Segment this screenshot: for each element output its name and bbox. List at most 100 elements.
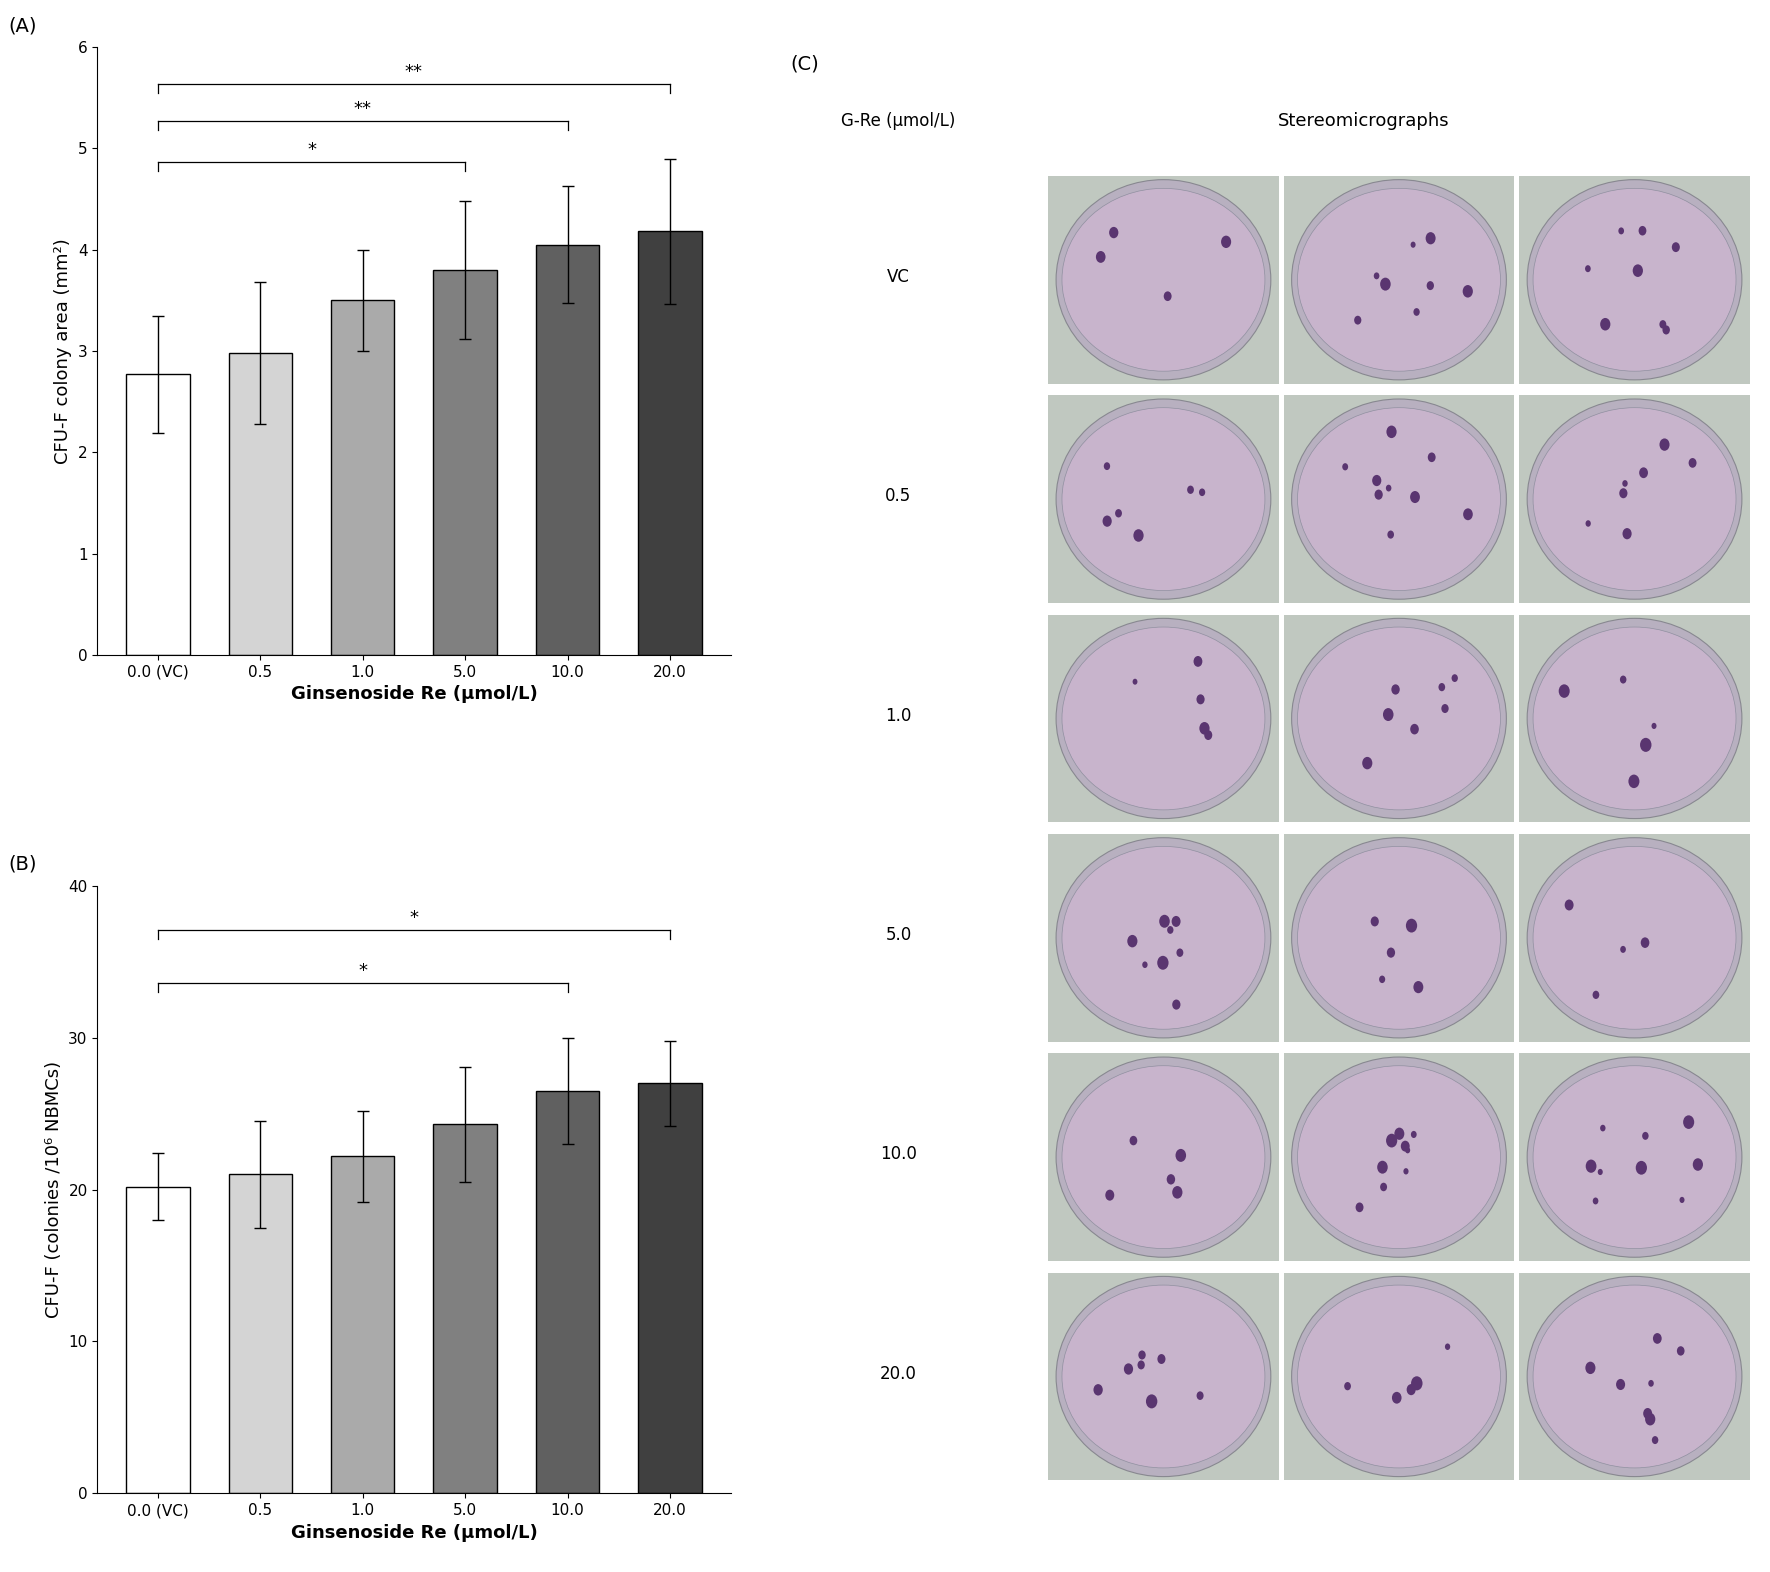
Ellipse shape xyxy=(1159,915,1170,927)
Ellipse shape xyxy=(1533,407,1736,591)
Ellipse shape xyxy=(1382,707,1393,722)
Ellipse shape xyxy=(1404,1168,1409,1174)
Ellipse shape xyxy=(1166,1174,1175,1185)
Ellipse shape xyxy=(1660,321,1666,329)
Ellipse shape xyxy=(1377,1160,1388,1174)
Ellipse shape xyxy=(1297,846,1501,1030)
Text: 20.0: 20.0 xyxy=(880,1364,917,1383)
Ellipse shape xyxy=(1533,1284,1736,1468)
X-axis label: Ginsenoside Re (μmol/L): Ginsenoside Re (μmol/L) xyxy=(290,685,538,703)
Bar xyxy=(1519,833,1751,1042)
Ellipse shape xyxy=(1395,1127,1404,1140)
Bar xyxy=(1283,833,1515,1042)
Ellipse shape xyxy=(1375,489,1382,500)
Ellipse shape xyxy=(1062,407,1266,591)
Ellipse shape xyxy=(1204,729,1212,740)
Ellipse shape xyxy=(1188,486,1195,494)
Ellipse shape xyxy=(1057,838,1271,1038)
Ellipse shape xyxy=(1639,226,1646,236)
Bar xyxy=(1048,1053,1278,1261)
Ellipse shape xyxy=(1673,242,1680,252)
Ellipse shape xyxy=(1391,1391,1402,1404)
Ellipse shape xyxy=(1411,1130,1416,1138)
Bar xyxy=(434,1124,497,1493)
Ellipse shape xyxy=(1198,489,1205,497)
Ellipse shape xyxy=(1354,316,1361,324)
Bar xyxy=(536,245,600,656)
Ellipse shape xyxy=(1451,674,1458,682)
Bar xyxy=(126,374,189,656)
Ellipse shape xyxy=(1133,679,1138,685)
Ellipse shape xyxy=(1620,489,1627,498)
Ellipse shape xyxy=(1292,179,1506,380)
Ellipse shape xyxy=(1057,179,1271,380)
Text: (C): (C) xyxy=(791,55,820,74)
Ellipse shape xyxy=(1062,1284,1266,1468)
Y-axis label: CFU-F (colonies /10⁶ NBMCs): CFU-F (colonies /10⁶ NBMCs) xyxy=(44,1061,62,1319)
Ellipse shape xyxy=(1342,464,1349,470)
Ellipse shape xyxy=(1425,233,1435,244)
Ellipse shape xyxy=(1620,946,1627,953)
Ellipse shape xyxy=(1405,1148,1411,1154)
Ellipse shape xyxy=(1660,439,1669,451)
Ellipse shape xyxy=(1158,1353,1165,1364)
Ellipse shape xyxy=(1057,1056,1271,1258)
Ellipse shape xyxy=(1533,846,1736,1030)
Ellipse shape xyxy=(1600,1124,1605,1132)
Ellipse shape xyxy=(1559,684,1570,698)
Bar xyxy=(1283,395,1515,604)
Ellipse shape xyxy=(1381,1182,1388,1192)
Bar xyxy=(1519,1053,1751,1261)
Ellipse shape xyxy=(1292,1056,1506,1258)
Ellipse shape xyxy=(1639,467,1648,478)
Ellipse shape xyxy=(1297,189,1501,371)
Text: Stereomicrographs: Stereomicrographs xyxy=(1278,112,1450,130)
Ellipse shape xyxy=(1528,618,1742,819)
Ellipse shape xyxy=(1528,1276,1742,1476)
Ellipse shape xyxy=(1620,676,1627,684)
Bar xyxy=(1283,1053,1515,1261)
Ellipse shape xyxy=(1200,722,1209,734)
Ellipse shape xyxy=(1400,1141,1409,1152)
Ellipse shape xyxy=(1388,948,1395,957)
Ellipse shape xyxy=(1692,1159,1703,1171)
Ellipse shape xyxy=(1292,618,1506,819)
Ellipse shape xyxy=(1641,737,1651,751)
Ellipse shape xyxy=(1193,656,1202,667)
Ellipse shape xyxy=(1414,308,1420,316)
Text: 5.0: 5.0 xyxy=(885,926,912,943)
Bar xyxy=(1048,615,1278,822)
Text: 10.0: 10.0 xyxy=(880,1146,917,1163)
Ellipse shape xyxy=(1462,285,1473,297)
Ellipse shape xyxy=(1103,516,1112,527)
Ellipse shape xyxy=(1124,1363,1133,1374)
Ellipse shape xyxy=(1586,1361,1595,1374)
Text: **: ** xyxy=(354,101,372,118)
Ellipse shape xyxy=(1292,1276,1506,1476)
Ellipse shape xyxy=(1163,291,1172,302)
Bar xyxy=(1048,1273,1278,1481)
Ellipse shape xyxy=(1297,1284,1501,1468)
Ellipse shape xyxy=(1096,252,1106,263)
Ellipse shape xyxy=(1641,937,1650,948)
Ellipse shape xyxy=(1297,407,1501,591)
Ellipse shape xyxy=(1651,1437,1658,1445)
Bar xyxy=(1048,395,1278,604)
Ellipse shape xyxy=(1623,528,1632,539)
Ellipse shape xyxy=(1407,1383,1416,1396)
Ellipse shape xyxy=(1177,948,1184,957)
Text: *: * xyxy=(306,140,317,159)
Ellipse shape xyxy=(1586,266,1591,272)
Ellipse shape xyxy=(1172,916,1181,927)
Bar xyxy=(1283,1273,1515,1481)
Bar xyxy=(639,1083,701,1493)
Ellipse shape xyxy=(1411,1376,1423,1390)
Text: (A): (A) xyxy=(9,16,37,35)
Bar xyxy=(434,270,497,656)
Ellipse shape xyxy=(1439,682,1444,692)
Ellipse shape xyxy=(1662,325,1669,335)
Ellipse shape xyxy=(1388,530,1395,539)
Ellipse shape xyxy=(1292,399,1506,599)
Ellipse shape xyxy=(1094,1383,1103,1396)
Ellipse shape xyxy=(1528,838,1742,1038)
